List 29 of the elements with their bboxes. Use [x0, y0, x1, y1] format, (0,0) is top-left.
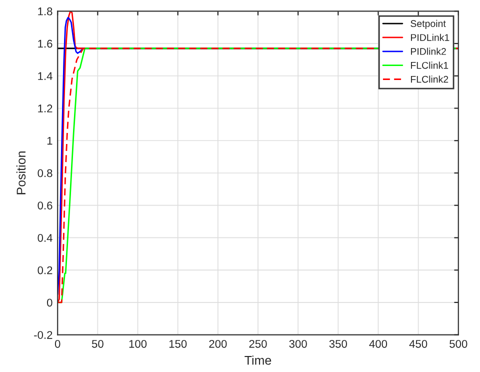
x-tick-label: 250: [249, 340, 267, 348]
x-axis-title: Time: [244, 356, 272, 365]
y-tick-label: 0: [46, 298, 52, 307]
y-tick-label: 0.4: [38, 234, 52, 242]
y-tick-label: 0.2: [38, 266, 52, 274]
legend-label: Setpoint: [410, 20, 446, 29]
y-axis-title: Position: [16, 152, 26, 194]
x-tick-label: 150: [169, 340, 187, 348]
y-tick-label: 1.8: [38, 7, 52, 16]
y-tick-label: 0.6: [38, 202, 52, 210]
x-tick-label: 500: [450, 340, 468, 348]
x-tick-label: 300: [289, 340, 307, 348]
legend-label: PIDlink2: [411, 48, 446, 55]
y-tick-label: -0.2: [34, 331, 52, 339]
y-tick-label: 1.2: [38, 104, 52, 112]
y-tick-label: 1: [47, 137, 52, 145]
x-tick-label: 450: [409, 340, 428, 348]
x-tick-label: 50: [92, 340, 104, 348]
y-tick-label: 0.8: [38, 169, 52, 178]
x-tick-label: 0: [54, 340, 60, 348]
x-tick-label: 400: [369, 340, 388, 348]
legend-label: FLClink2: [411, 76, 448, 83]
x-tick-label: 100: [129, 340, 147, 348]
x-tick-label: 200: [209, 340, 227, 348]
x-tick-label: 350: [329, 340, 347, 348]
legend-label: FLClink1: [411, 62, 448, 69]
legend-label: PIDLink1: [411, 34, 450, 41]
y-tick-label: 1.6: [38, 40, 52, 48]
y-tick-label: 1.4: [38, 72, 52, 80]
